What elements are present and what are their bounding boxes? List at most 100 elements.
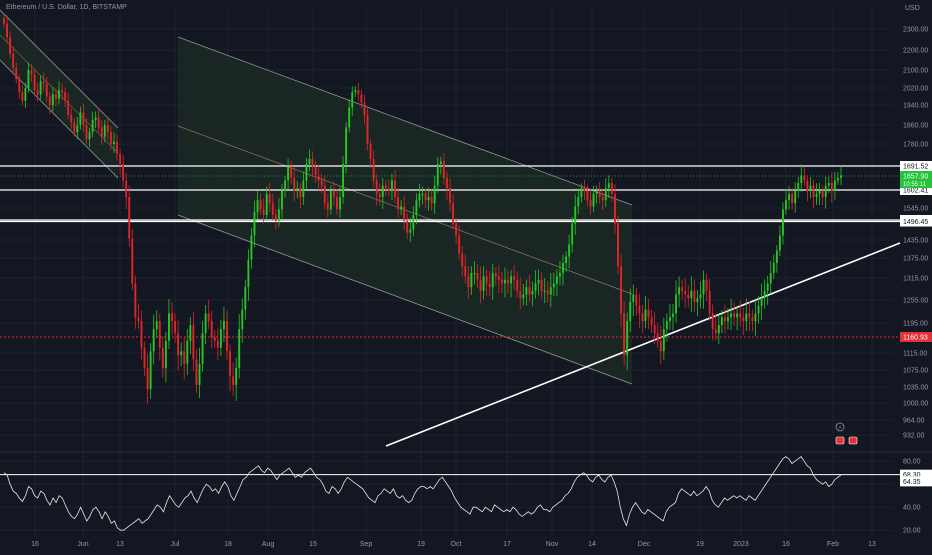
candle-body bbox=[226, 321, 228, 352]
candle-body bbox=[366, 115, 369, 144]
candle-body bbox=[665, 321, 668, 330]
rsi-value-box bbox=[900, 469, 932, 480]
y-tick-label: 1860.00 bbox=[903, 123, 928, 130]
candle-body bbox=[583, 188, 586, 191]
candle-body bbox=[833, 180, 836, 191]
candle-body bbox=[815, 193, 818, 198]
y-tick-label: 1255.00 bbox=[903, 298, 928, 305]
candle-body bbox=[763, 290, 766, 299]
x-tick-label: Sep bbox=[360, 541, 373, 548]
candle-body bbox=[806, 180, 809, 191]
candle-body bbox=[436, 163, 439, 186]
candle-body bbox=[659, 340, 662, 352]
x-tick-label: Aug bbox=[262, 541, 275, 548]
candle-body bbox=[458, 235, 461, 254]
candle-body bbox=[601, 197, 604, 201]
candle-body bbox=[733, 313, 736, 318]
candle-body bbox=[336, 197, 338, 210]
current-price-box bbox=[900, 171, 932, 188]
candle-body bbox=[598, 190, 601, 198]
candle-body bbox=[830, 183, 833, 191]
candle-body bbox=[397, 197, 400, 210]
candle-body bbox=[30, 70, 33, 75]
candle-body bbox=[137, 317, 140, 322]
candle-body bbox=[629, 301, 632, 322]
candle-body bbox=[381, 185, 384, 198]
candle-body bbox=[323, 185, 326, 204]
candle-body bbox=[577, 197, 580, 207]
candle-body bbox=[146, 367, 149, 390]
calendar-flag-icon[interactable] bbox=[835, 436, 845, 445]
candle-body bbox=[675, 294, 677, 314]
candle-body bbox=[647, 309, 650, 318]
candle-body bbox=[290, 166, 293, 178]
candle-body bbox=[76, 125, 79, 133]
channels bbox=[0, 9, 901, 447]
candle-body bbox=[736, 313, 739, 318]
candle-body bbox=[730, 313, 732, 318]
candle-body bbox=[540, 279, 543, 291]
x-tick-label: 19 bbox=[417, 541, 425, 548]
candle-body bbox=[827, 183, 830, 186]
candle-body bbox=[247, 259, 250, 288]
candle-body bbox=[3, 18, 5, 24]
candle-body bbox=[229, 351, 231, 377]
candle-body bbox=[186, 340, 189, 364]
candle-body bbox=[672, 313, 674, 318]
hlines bbox=[0, 165, 900, 338]
candle-body bbox=[311, 158, 314, 167]
candle-body bbox=[375, 180, 378, 194]
candle-body bbox=[772, 263, 775, 273]
candle-body bbox=[284, 180, 286, 191]
candle-body bbox=[757, 305, 760, 314]
candle-body bbox=[354, 90, 357, 93]
candle-body bbox=[360, 94, 363, 103]
candle-body bbox=[766, 283, 769, 291]
y-tick-label: 1115.00 bbox=[903, 351, 927, 358]
candle-body bbox=[442, 161, 445, 178]
rsi-line bbox=[3, 456, 842, 531]
candle-body bbox=[113, 141, 115, 144]
candle-body bbox=[580, 188, 583, 198]
candle-body bbox=[238, 329, 241, 368]
candle-body bbox=[464, 266, 467, 277]
candles bbox=[3, 13, 842, 404]
candle-body bbox=[638, 305, 641, 314]
candle-body bbox=[70, 115, 73, 123]
x-tick-label: 13 bbox=[116, 541, 124, 548]
candle-body bbox=[479, 279, 482, 291]
x-tick-label: 2023 bbox=[733, 541, 749, 548]
calendar-flag-icon[interactable] bbox=[848, 436, 858, 445]
candle-body bbox=[12, 54, 15, 68]
candle-body bbox=[372, 158, 375, 181]
x-tick-label: 13 bbox=[868, 541, 876, 548]
candle-body bbox=[339, 197, 341, 210]
candle-body bbox=[797, 183, 800, 191]
candle-body bbox=[6, 23, 9, 38]
candle-body bbox=[836, 177, 839, 181]
candle-body bbox=[42, 81, 45, 84]
x-tick-label: 16 bbox=[782, 541, 790, 548]
candle-body bbox=[708, 290, 711, 314]
candle-body bbox=[818, 190, 821, 194]
candle-body bbox=[308, 158, 311, 164]
candle-body bbox=[519, 290, 522, 299]
candle-body bbox=[418, 193, 421, 201]
candle-body bbox=[277, 209, 280, 221]
candle-body bbox=[189, 325, 192, 341]
candle-body bbox=[537, 279, 540, 284]
candle-body bbox=[513, 276, 516, 280]
candle-body bbox=[177, 333, 180, 356]
y-tick-label: 1075.00 bbox=[903, 368, 928, 375]
candle-body bbox=[293, 177, 296, 191]
price-axis-unit: USD bbox=[905, 5, 920, 12]
x-tick-label: 18 bbox=[224, 541, 232, 548]
candle-body bbox=[748, 313, 751, 318]
x-tick-label: Feb bbox=[827, 541, 839, 548]
x-tick-label: 15 bbox=[309, 541, 317, 548]
candle-body bbox=[439, 161, 442, 164]
candle-body bbox=[36, 90, 39, 95]
